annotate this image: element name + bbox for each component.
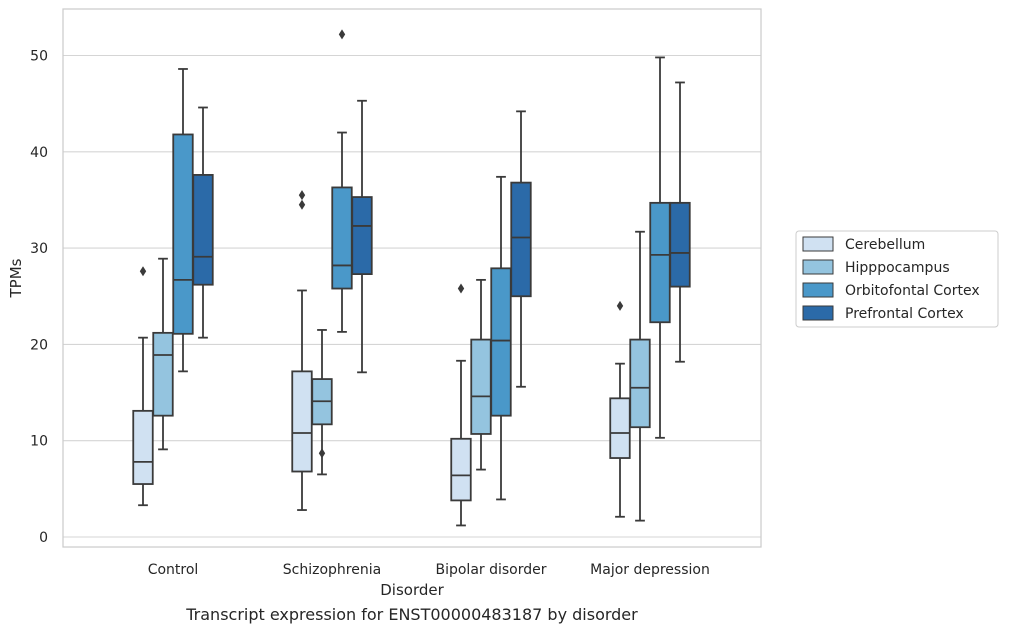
- legend-label: Hipppocampus: [845, 260, 950, 276]
- y-tick-label: 10: [30, 434, 48, 450]
- box-iqr: [291, 370, 313, 473]
- y-tick-label: 30: [30, 241, 48, 257]
- box-groups: [132, 29, 691, 527]
- box-group: [629, 230, 651, 522]
- box-group: [172, 68, 194, 373]
- legend-swatch: [802, 282, 834, 298]
- box-iqr: [351, 196, 373, 276]
- box-group: [152, 257, 174, 451]
- outlier-point: [338, 29, 346, 40]
- legend-swatch: [802, 236, 834, 252]
- box-iqr: [649, 201, 671, 324]
- x-tick-label: Schizophrenia: [283, 562, 381, 578]
- box-group: [331, 29, 353, 333]
- box-iqr: [669, 201, 691, 288]
- box-iqr: [510, 181, 532, 298]
- x-tick-label: Bipolar disorder: [435, 562, 546, 578]
- box-group: [490, 175, 512, 501]
- x-tick-label: Major depression: [590, 562, 710, 578]
- box-iqr: [609, 397, 631, 459]
- box-iqr: [331, 186, 353, 290]
- box-iqr: [172, 133, 194, 335]
- outlier-point: [139, 266, 147, 277]
- box-iqr: [192, 174, 214, 286]
- box-group: [510, 110, 532, 388]
- x-axis-title: Disorder: [380, 581, 444, 599]
- legend-swatch: [802, 259, 834, 275]
- y-tick-label: 50: [30, 49, 48, 65]
- y-tick-label: 40: [30, 145, 48, 161]
- box-iqr: [470, 338, 492, 435]
- y-tick-label: 0: [39, 530, 48, 546]
- box-group: [192, 106, 214, 339]
- outlier-point: [457, 283, 465, 294]
- y-tick-label: 20: [30, 337, 48, 353]
- x-tick-labels: Control Schizophrenia Bipolar disorder Majo…: [148, 562, 710, 578]
- y-axis-title: TPMs: [7, 258, 25, 298]
- legend-frame: [795, 230, 999, 328]
- box-group: [609, 300, 631, 518]
- box-iqr: [490, 267, 512, 417]
- box-group: [132, 266, 154, 507]
- legend-swatch: [802, 305, 834, 321]
- legend-label: Prefrontal Cortex: [845, 306, 964, 322]
- box-iqr: [152, 331, 174, 417]
- plot-frame: [62, 8, 762, 548]
- outlier-point: [298, 199, 306, 210]
- box-group: [351, 99, 373, 374]
- box-group: [450, 283, 472, 527]
- outlier-point: [298, 190, 306, 201]
- figure-caption: Transcript expression for ENST0000048318…: [186, 605, 638, 624]
- legend-label: Orbitofontal Cortex: [845, 283, 980, 299]
- box-iqr: [629, 338, 651, 429]
- box-iqr: [450, 437, 472, 502]
- box-group: [291, 190, 313, 511]
- box-iqr: [132, 409, 154, 485]
- outlier-point: [318, 448, 326, 459]
- box-group: [311, 329, 333, 476]
- legend-label: Cerebellum: [845, 237, 925, 253]
- legend: Cerebellum Hipppocampus Orbitofontal Corte…: [795, 230, 999, 328]
- x-tick-label: Control: [148, 562, 199, 578]
- y-tick-labels: 0 10 20 30 40 50: [30, 49, 48, 547]
- box-group: [669, 81, 691, 363]
- outlier-point: [616, 300, 624, 311]
